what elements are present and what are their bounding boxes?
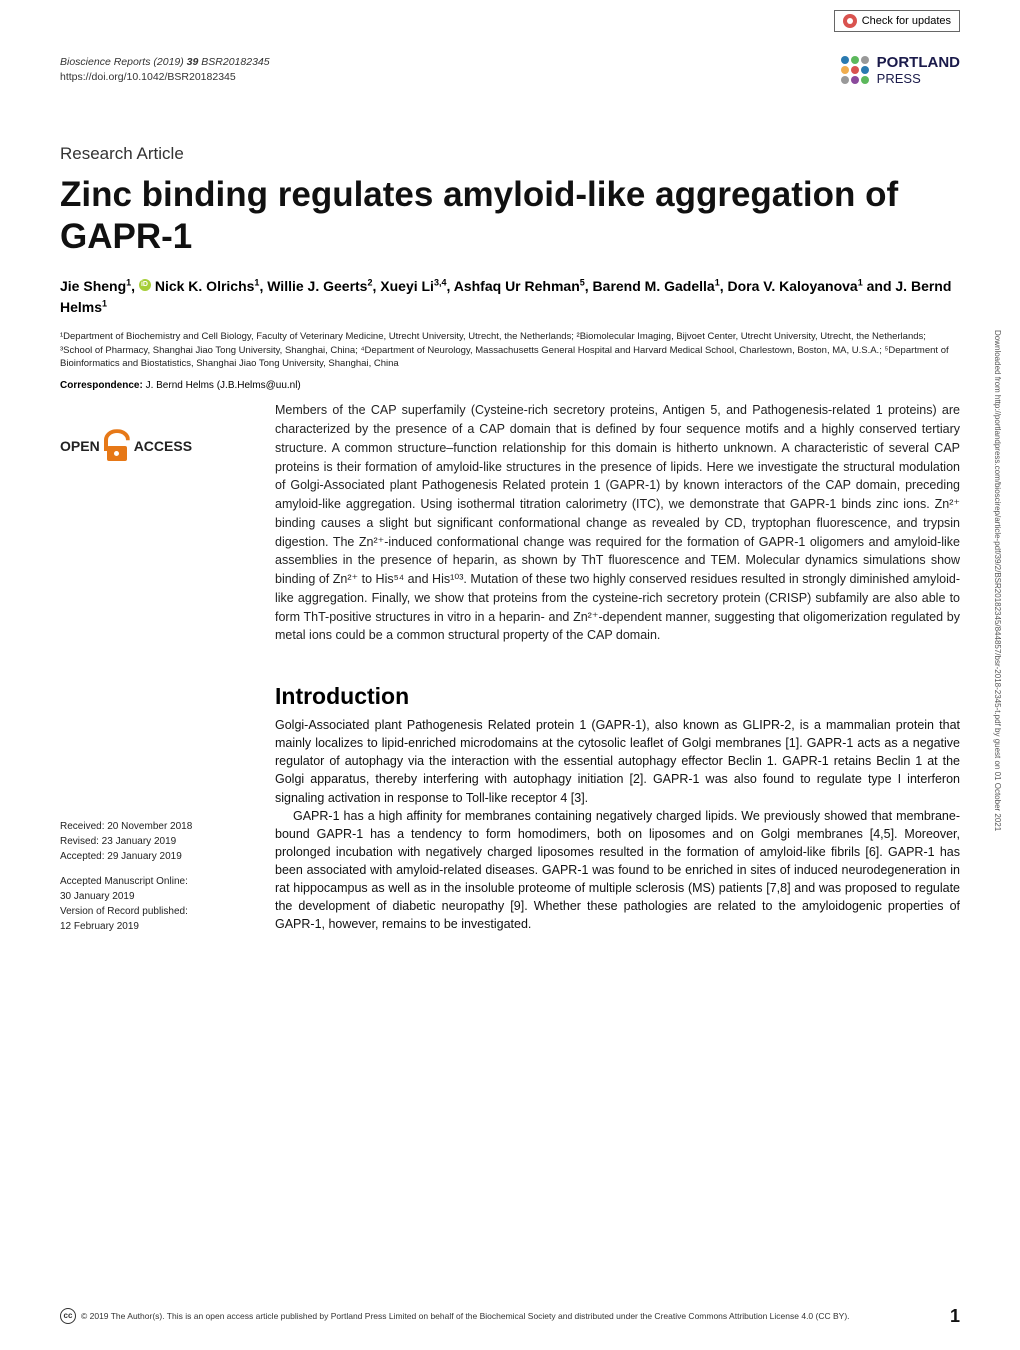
doi-link[interactable]: https://doi.org/10.1042/BSR20182345 (60, 70, 960, 85)
publication-dates: Received: 20 November 2018 Revised: 23 J… (60, 819, 192, 934)
intro-paragraph-1: Golgi-Associated plant Pathogenesis Rela… (275, 716, 960, 807)
publisher-logo: PORTLAND PRESS (841, 55, 960, 86)
article-title: Zinc binding regulates amyloid-like aggr… (60, 174, 960, 258)
author-list: Jie Sheng1, Nick K. Olrichs1, Willie J. … (60, 276, 960, 318)
correspondence-label: Correspondence: (60, 380, 143, 391)
page-content: Bioscience Reports (2019) 39 BSR20182345… (0, 0, 1020, 934)
amo-label: Accepted Manuscript Online: (60, 874, 192, 889)
logo-dots-icon (841, 56, 869, 84)
journal-name: Bioscience Reports (60, 56, 150, 68)
publisher-name-main: PORTLAND (877, 55, 960, 72)
publisher-name-sub: PRESS (877, 72, 960, 86)
vor-label: Version of Record published: (60, 904, 192, 919)
intro-heading: Introduction (275, 683, 960, 710)
page-number: 1 (950, 1305, 960, 1328)
article-type: Research Article (60, 144, 960, 164)
article-id: BSR20182345 (201, 56, 269, 68)
license-text: © 2019 The Author(s). This is an open ac… (81, 1311, 930, 1322)
journal-year: (2019) (153, 56, 183, 68)
affiliations: ¹Department of Biochemistry and Cell Bio… (60, 330, 960, 370)
publisher-name: PORTLAND PRESS (877, 55, 960, 86)
revised-date: Revised: 23 January 2019 (60, 834, 192, 849)
journal-header: Bioscience Reports (2019) 39 BSR20182345… (60, 55, 960, 84)
vor-date: 12 February 2019 (60, 919, 192, 934)
correspondence-text: J. Bernd Helms (J.B.Helms@uu.nl) (143, 380, 301, 391)
open-lock-icon (104, 431, 130, 461)
download-sidebar-text: Downloaded from http://portlandpress.com… (993, 330, 1002, 831)
oa-open: OPEN (60, 438, 100, 454)
cc-icon: cc (60, 1308, 76, 1324)
accepted-date: Accepted: 29 January 2019 (60, 849, 192, 864)
journal-volume: 39 (187, 56, 199, 68)
correspondence: Correspondence: J. Bernd Helms (J.B.Helm… (60, 380, 960, 391)
open-access-badge: OPEN ACCESS (60, 431, 192, 461)
oa-access: ACCESS (134, 438, 192, 454)
right-column: Members of the CAP superfamily (Cysteine… (275, 401, 960, 933)
intro-body: Golgi-Associated plant Pathogenesis Rela… (275, 716, 960, 934)
intro-paragraph-2: GAPR-1 has a high affinity for membranes… (275, 807, 960, 934)
left-column: OPEN ACCESS Received: 20 November 2018 R… (60, 401, 250, 933)
abstract: Members of the CAP superfamily (Cysteine… (275, 401, 960, 645)
amo-date: 30 January 2019 (60, 889, 192, 904)
received-date: Received: 20 November 2018 (60, 819, 192, 834)
page-footer: cc © 2019 The Author(s). This is an open… (60, 1305, 960, 1328)
orcid-icon (139, 279, 151, 291)
